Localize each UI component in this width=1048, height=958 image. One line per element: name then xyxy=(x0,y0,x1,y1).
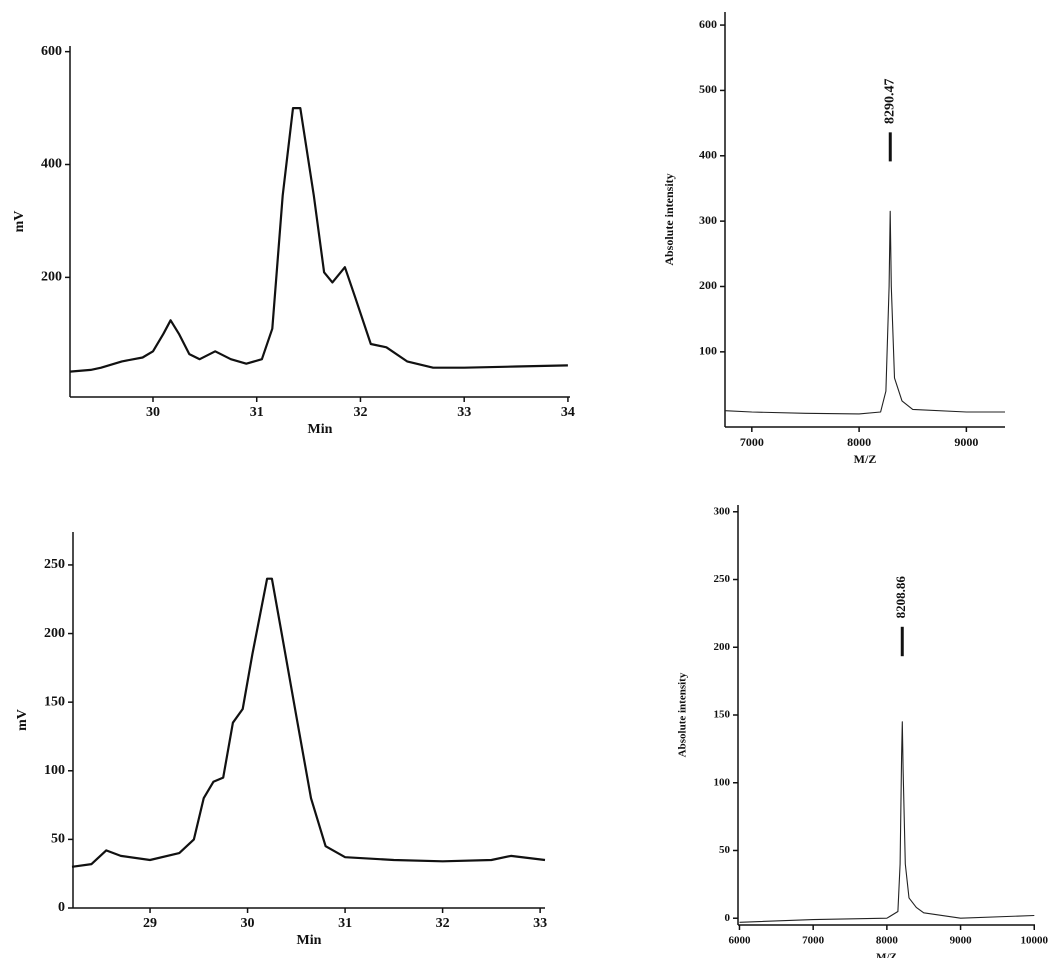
data-line xyxy=(69,107,568,373)
x-axis-title: M/Z xyxy=(876,952,897,958)
y-tick-label: 200 xyxy=(699,278,717,292)
y-tick-label: 500 xyxy=(699,82,717,96)
x-axis-title: Min xyxy=(297,933,322,948)
x-tick-label: 29 xyxy=(143,916,157,931)
y-tick-label: 150 xyxy=(714,709,731,721)
y-tick-label: 300 xyxy=(699,213,717,227)
y-tick-label: 400 xyxy=(699,148,717,162)
y-tick-label: 200 xyxy=(41,270,62,285)
y-tick-label: 100 xyxy=(699,344,717,358)
y-axis-title: Absolute intensity xyxy=(677,672,689,757)
x-tick-label: 7000 xyxy=(802,935,825,947)
x-tick-label: 33 xyxy=(533,916,547,931)
y-axis-title: mV xyxy=(15,709,30,731)
y-tick-label: 600 xyxy=(41,44,62,59)
x-tick-label: 9000 xyxy=(954,435,978,449)
x-axis-title: M/Z xyxy=(854,452,877,466)
data-line xyxy=(739,721,1035,923)
x-axis-title: Min xyxy=(308,422,333,437)
y-tick-label: 150 xyxy=(44,694,65,709)
data-line xyxy=(724,210,1005,415)
x-tick-label: 34 xyxy=(561,405,575,420)
x-tick-label: 32 xyxy=(436,916,450,931)
y-axis-title: Absolute intensity xyxy=(662,173,676,265)
y-tick-label: 200 xyxy=(714,641,731,653)
y-tick-label: 250 xyxy=(714,573,731,585)
annotation-label: 8290.47 xyxy=(882,79,897,125)
annotation-label: 8208.86 xyxy=(893,576,908,619)
x-tick-label: 8000 xyxy=(847,435,871,449)
x-tick-label: 33 xyxy=(457,405,471,420)
y-tick-label: 300 xyxy=(714,505,731,517)
y-tick-label: 50 xyxy=(51,832,65,847)
data-line xyxy=(71,577,546,868)
x-tick-label: 31 xyxy=(250,405,264,420)
y-tick-label: 600 xyxy=(699,17,717,31)
y-tick-label: 100 xyxy=(44,763,65,778)
y-axis-title: mV xyxy=(12,211,27,233)
y-tick-label: 0 xyxy=(725,912,731,924)
y-tick-label: 400 xyxy=(41,157,62,172)
x-tick-label: 10000 xyxy=(1021,935,1048,947)
x-tick-label: 8000 xyxy=(876,935,899,947)
x-tick-label: 30 xyxy=(146,405,160,420)
x-tick-label: 32 xyxy=(353,405,367,420)
y-tick-label: 100 xyxy=(714,776,731,788)
y-tick-label: 0 xyxy=(58,900,65,915)
x-tick-label: 6000 xyxy=(728,935,751,947)
y-tick-label: 250 xyxy=(44,557,65,572)
x-tick-label: 7000 xyxy=(740,435,764,449)
x-tick-label: 30 xyxy=(241,916,255,931)
y-tick-label: 200 xyxy=(44,626,65,641)
x-tick-label: 9000 xyxy=(950,935,973,947)
x-tick-label: 31 xyxy=(338,916,352,931)
y-tick-label: 50 xyxy=(719,844,731,856)
